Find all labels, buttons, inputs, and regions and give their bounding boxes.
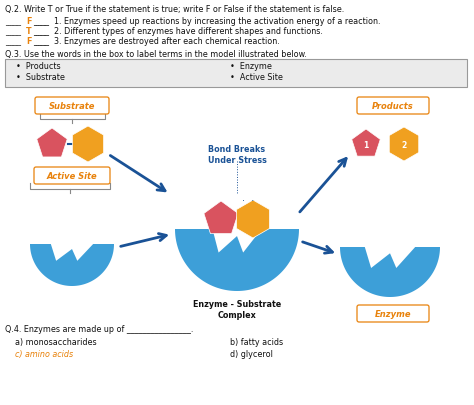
Text: a) monosaccharides: a) monosaccharides xyxy=(15,337,97,346)
Text: 1: 1 xyxy=(364,140,369,149)
Text: ____: ____ xyxy=(5,27,21,36)
Text: b) fatty acids: b) fatty acids xyxy=(230,337,283,346)
Text: Q.4. Enzymes are made up of ________________.: Q.4. Enzymes are made up of ____________… xyxy=(5,324,193,333)
Text: Active Site: Active Site xyxy=(46,172,97,181)
Text: Q.2. Write T or True if the statement is true; write F or False if the statement: Q.2. Write T or True if the statement is… xyxy=(5,5,344,14)
Text: •  Active Site: • Active Site xyxy=(230,73,283,82)
FancyBboxPatch shape xyxy=(357,98,429,115)
Text: Bond Breaks
Under Stress: Bond Breaks Under Stress xyxy=(208,145,266,165)
Text: Substrate: Substrate xyxy=(49,102,95,111)
Polygon shape xyxy=(37,129,67,158)
Text: F: F xyxy=(26,37,31,46)
Text: Enzyme - Substrate
Complex: Enzyme - Substrate Complex xyxy=(193,299,281,319)
Polygon shape xyxy=(73,127,104,162)
Text: Q.3. Use the words in the box to label terms in the model illustrated below.: Q.3. Use the words in the box to label t… xyxy=(5,50,307,59)
Text: d) glycerol: d) glycerol xyxy=(230,349,273,358)
Text: ____  1. Enzymes speed up reactions by increasing the activation energy of a rea: ____ 1. Enzymes speed up reactions by in… xyxy=(33,17,381,26)
FancyBboxPatch shape xyxy=(34,168,110,185)
Text: •  Products: • Products xyxy=(16,62,61,71)
Text: Enzyme: Enzyme xyxy=(375,309,411,318)
Text: ____  2. Different types of enzymes have different shapes and functions.: ____ 2. Different types of enzymes have … xyxy=(33,27,323,36)
Polygon shape xyxy=(204,202,238,234)
Text: c) amino acids: c) amino acids xyxy=(15,349,73,358)
Text: ·  ·: · · xyxy=(242,196,254,205)
Polygon shape xyxy=(175,230,299,291)
Polygon shape xyxy=(237,200,269,239)
FancyBboxPatch shape xyxy=(35,98,109,115)
Text: ____: ____ xyxy=(5,17,21,26)
Polygon shape xyxy=(389,128,419,162)
Text: Products: Products xyxy=(372,102,414,111)
Text: •  Substrate: • Substrate xyxy=(16,73,65,82)
Text: ____: ____ xyxy=(5,37,21,46)
FancyBboxPatch shape xyxy=(357,305,429,322)
Polygon shape xyxy=(352,130,380,157)
Text: F: F xyxy=(26,17,31,26)
FancyBboxPatch shape xyxy=(5,60,467,88)
Text: •  Enzyme: • Enzyme xyxy=(230,62,272,71)
Text: 2: 2 xyxy=(401,140,407,149)
Polygon shape xyxy=(30,244,114,286)
Text: ____  3. Enzymes are destroyed after each chemical reaction.: ____ 3. Enzymes are destroyed after each… xyxy=(33,37,280,46)
Text: T: T xyxy=(26,27,32,36)
Polygon shape xyxy=(340,247,440,297)
